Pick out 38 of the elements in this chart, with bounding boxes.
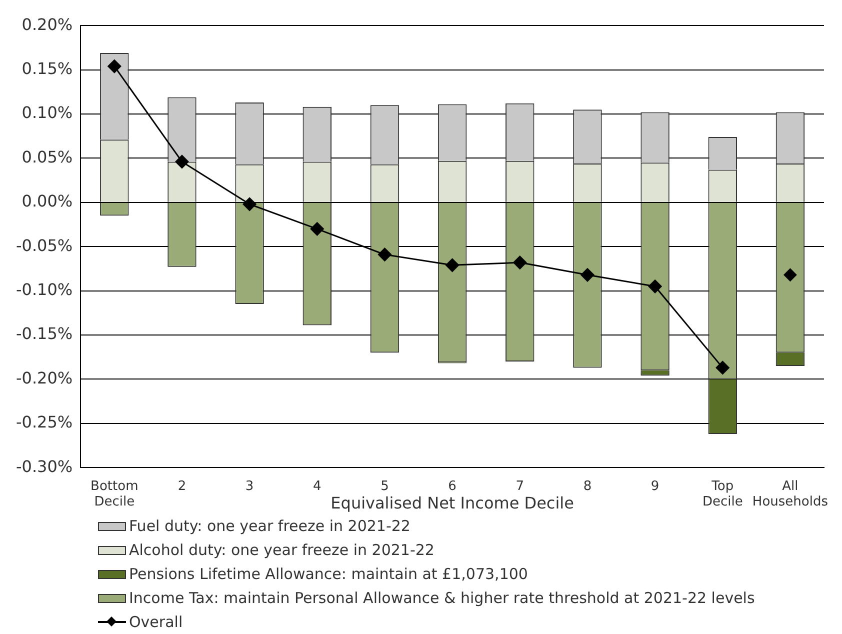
legend-label: Overall bbox=[129, 613, 183, 631]
x-tick-label: 9 bbox=[650, 478, 660, 494]
y-tick-label: -0.15% bbox=[16, 324, 73, 344]
point bbox=[513, 256, 527, 270]
x-tick-label: Bottom Decile bbox=[90, 478, 138, 510]
point bbox=[242, 197, 256, 211]
legend-label: Alcohol duty: one year freeze in 2021-22 bbox=[129, 541, 434, 559]
y-tick-label: -0.20% bbox=[16, 368, 73, 388]
y-tick-label: -0.25% bbox=[16, 412, 73, 432]
point bbox=[310, 222, 324, 236]
point bbox=[378, 248, 392, 262]
y-tick-label: 0.10% bbox=[22, 103, 73, 122]
x-tick-label: All Households bbox=[752, 478, 828, 510]
y-tick-label: 0.15% bbox=[22, 58, 73, 78]
x-tick-label: 4 bbox=[312, 478, 322, 494]
point bbox=[108, 60, 122, 74]
x-tick-label: Top Decile bbox=[702, 478, 743, 510]
x-axis-title: Equivalised Net Income Decile bbox=[330, 494, 574, 513]
y-tick-label: 0.20% bbox=[22, 14, 73, 34]
y-tick-label: -0.10% bbox=[16, 280, 73, 299]
y-tick-label: 0.05% bbox=[22, 147, 73, 166]
y-tick-label: -0.05% bbox=[16, 236, 73, 255]
point bbox=[175, 154, 189, 168]
point bbox=[648, 280, 662, 294]
legend-label: Pensions Lifetime Allowance: maintain at £1,073,100 bbox=[129, 565, 528, 583]
point bbox=[716, 360, 730, 374]
x-tick-label: 5 bbox=[380, 478, 389, 494]
point bbox=[446, 258, 460, 272]
legend-label: Fuel duty: one year freeze in 2021-22 bbox=[129, 517, 410, 535]
x-tick-label: 6 bbox=[448, 478, 456, 494]
legend-label: Income Tax: maintain Personal Allowance & higher rate threshold at 2021-22 levels bbox=[129, 589, 755, 607]
x-tick-label: 3 bbox=[245, 478, 254, 494]
y-tick-label: -0.30% bbox=[16, 456, 73, 476]
x-tick-label: 7 bbox=[516, 478, 524, 494]
x-tick-label: 2 bbox=[178, 478, 186, 494]
x-tick-label: 8 bbox=[583, 478, 592, 494]
y-tick-label: 0.00% bbox=[22, 192, 73, 211]
point bbox=[580, 268, 594, 282]
